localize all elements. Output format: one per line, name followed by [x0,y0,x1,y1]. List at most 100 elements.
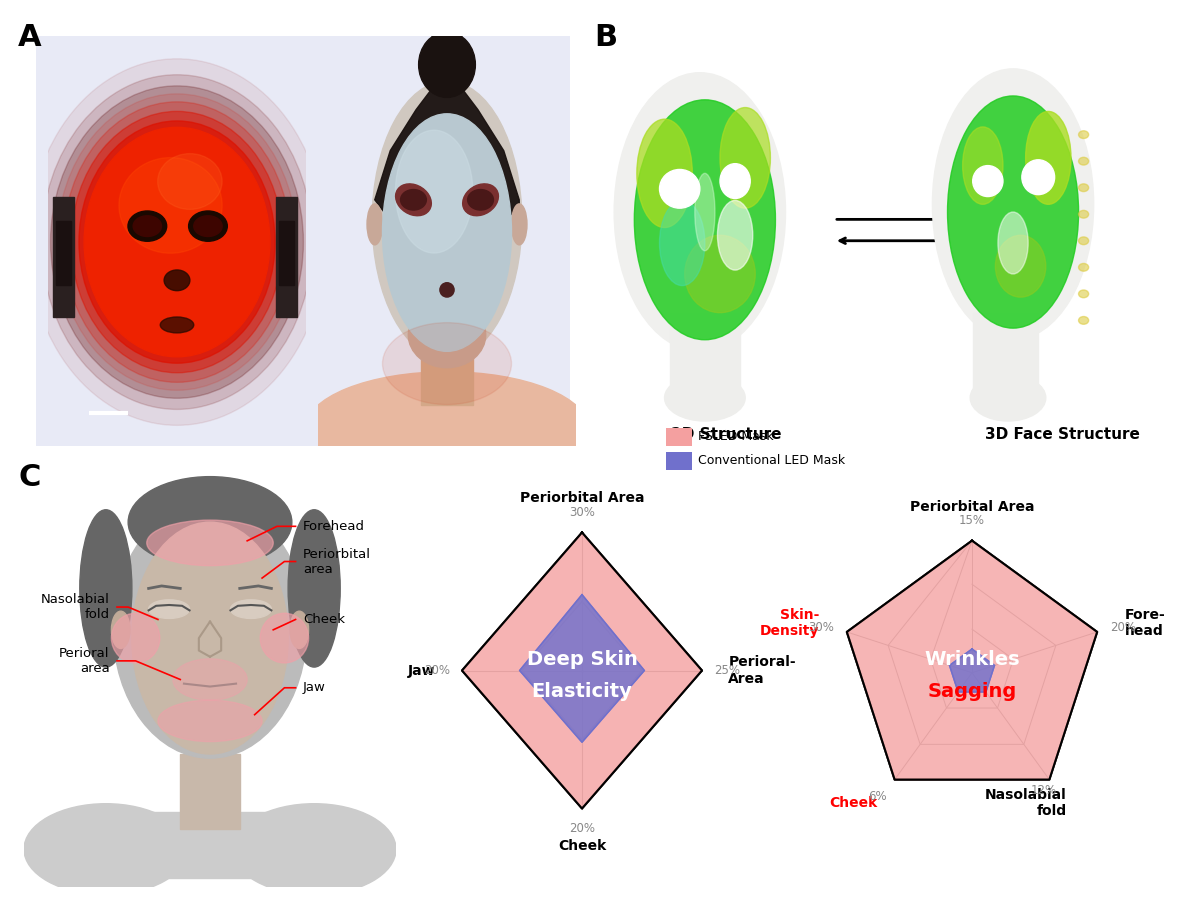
Text: Nasolabial
fold: Nasolabial fold [41,593,109,621]
Text: 2D Structure: 2D Structure [671,427,781,442]
Ellipse shape [1022,160,1055,194]
Ellipse shape [305,372,589,486]
Text: FSLED Mask: FSLED Mask [698,430,774,443]
Ellipse shape [288,509,341,667]
Circle shape [50,86,304,398]
Ellipse shape [132,522,288,754]
Text: A: A [18,22,42,51]
Ellipse shape [1079,184,1088,192]
Ellipse shape [128,477,292,568]
Text: Deep Skin: Deep Skin [527,650,637,669]
Text: Elasticity: Elasticity [532,681,632,701]
Text: B: B [594,22,617,51]
Text: Cheek: Cheek [558,839,606,853]
Circle shape [84,127,270,356]
Ellipse shape [1079,158,1088,165]
Ellipse shape [383,322,511,405]
Ellipse shape [428,28,466,68]
Ellipse shape [440,283,454,297]
Ellipse shape [665,374,745,421]
Circle shape [58,94,296,391]
Ellipse shape [1026,112,1072,204]
Ellipse shape [660,201,704,285]
Ellipse shape [161,317,193,333]
Ellipse shape [396,130,473,253]
Ellipse shape [419,32,475,97]
Text: Cheek: Cheek [829,796,877,810]
Text: 20%: 20% [569,823,595,835]
Text: C: C [18,464,41,492]
Text: Nasolabial
fold: Nasolabial fold [985,788,1067,818]
Ellipse shape [971,374,1046,421]
Ellipse shape [146,520,274,565]
Ellipse shape [614,73,786,351]
Polygon shape [462,533,702,808]
Ellipse shape [468,190,493,210]
Bar [276,197,296,317]
Text: 30%: 30% [809,621,834,634]
Ellipse shape [660,169,700,208]
Text: Cheek: Cheek [302,613,346,626]
Ellipse shape [113,501,307,758]
Ellipse shape [718,201,752,270]
Text: Perioral-
Area: Perioral- Area [728,655,796,686]
Text: 15%: 15% [959,515,985,527]
Ellipse shape [157,154,222,210]
Ellipse shape [188,211,227,241]
Polygon shape [374,68,520,240]
Bar [670,312,740,398]
Ellipse shape [401,190,426,210]
Text: Wrinkles: Wrinkles [924,650,1020,669]
Ellipse shape [133,216,162,237]
Ellipse shape [1079,317,1088,324]
Text: Periorbital
area: Periorbital area [302,547,371,575]
Text: 20%: 20% [424,664,450,677]
Ellipse shape [119,158,222,253]
Ellipse shape [1079,211,1088,218]
Ellipse shape [973,166,1003,196]
Bar [421,322,473,405]
Circle shape [29,58,325,426]
Ellipse shape [695,174,715,251]
Text: 20%: 20% [1110,621,1135,634]
Text: 3D Face Structure: 3D Face Structure [984,427,1140,442]
Ellipse shape [463,184,498,216]
Ellipse shape [1079,290,1088,298]
Bar [55,221,71,285]
Ellipse shape [408,302,486,368]
Ellipse shape [511,204,527,245]
Ellipse shape [998,212,1028,274]
Ellipse shape [149,599,190,618]
Ellipse shape [79,509,132,667]
Ellipse shape [948,96,1079,328]
Ellipse shape [1079,130,1088,139]
Ellipse shape [720,107,770,208]
Ellipse shape [396,184,431,216]
Text: Sagging: Sagging [928,681,1016,701]
Text: 25%: 25% [714,664,740,677]
Ellipse shape [383,113,511,351]
Ellipse shape [173,659,247,700]
Circle shape [64,102,290,382]
Ellipse shape [164,270,190,291]
Ellipse shape [230,599,271,618]
Ellipse shape [193,216,222,237]
Text: 12%: 12% [1031,784,1057,796]
Ellipse shape [372,81,522,359]
Ellipse shape [112,611,130,648]
Ellipse shape [24,804,187,895]
Ellipse shape [260,613,308,663]
Text: 30%: 30% [569,506,595,518]
Circle shape [71,112,283,373]
Polygon shape [520,595,644,742]
Ellipse shape [962,127,1003,204]
Ellipse shape [233,804,396,895]
Ellipse shape [128,211,167,241]
Circle shape [42,75,312,410]
Text: Fore-
head: Fore- head [1124,608,1165,638]
Circle shape [79,121,275,364]
Bar [278,221,294,285]
Ellipse shape [158,700,262,742]
Ellipse shape [1079,264,1088,271]
Ellipse shape [112,613,160,663]
